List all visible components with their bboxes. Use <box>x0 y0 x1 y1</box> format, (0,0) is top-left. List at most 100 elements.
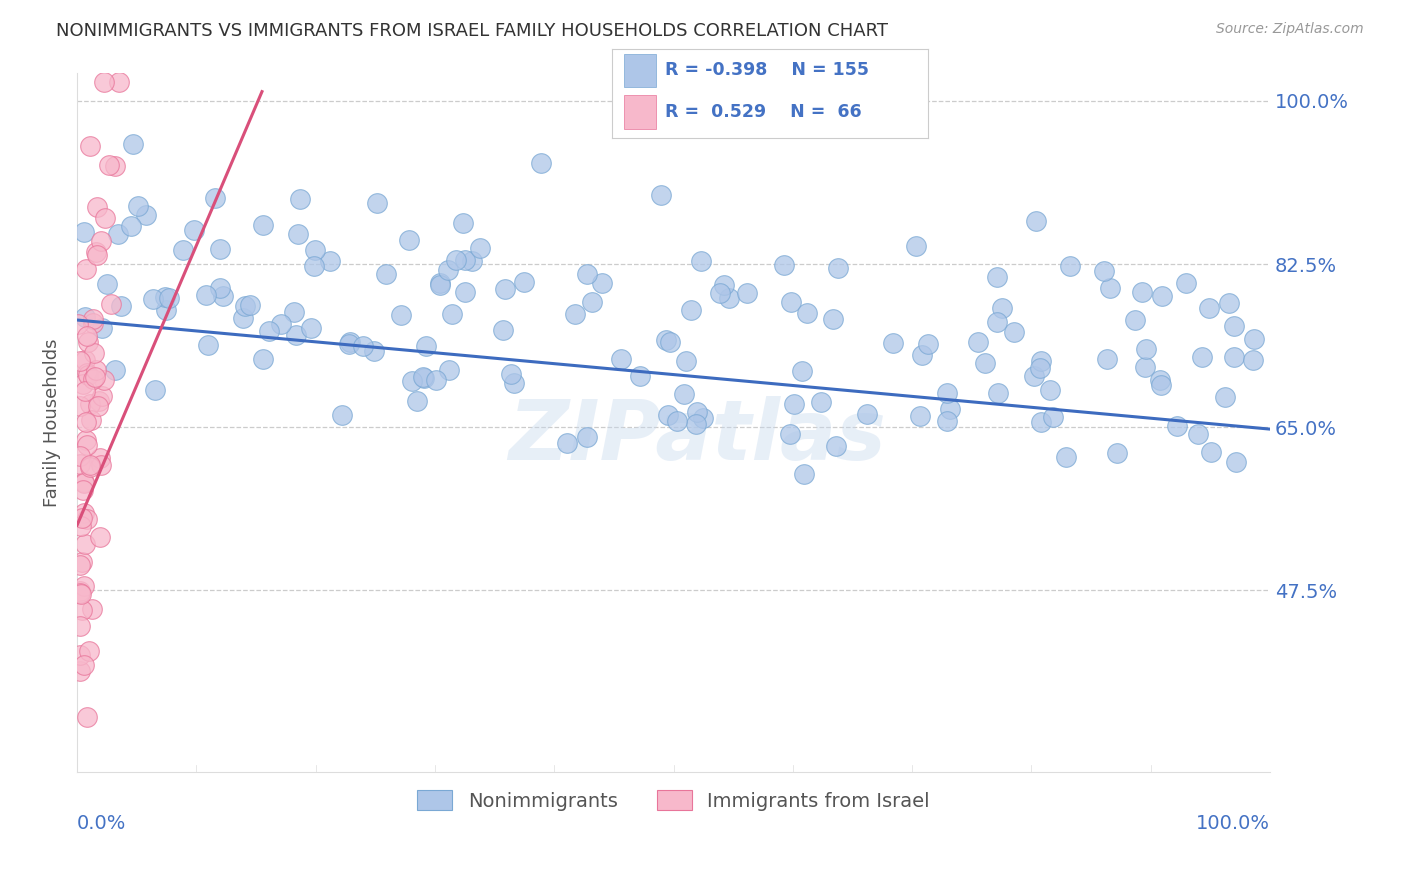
Point <box>107 227 129 242</box>
Point <box>686 405 709 419</box>
Point <box>270 317 292 331</box>
Point <box>1175 277 1198 291</box>
Point <box>1025 214 1047 228</box>
Point <box>82 317 104 331</box>
Point <box>72 377 94 392</box>
Point <box>82 602 104 616</box>
Point <box>128 198 150 212</box>
Point <box>135 208 157 222</box>
Point <box>103 363 125 377</box>
Point <box>1029 353 1052 368</box>
Point <box>302 259 325 273</box>
Point <box>90 234 112 248</box>
Point <box>352 339 374 353</box>
Point <box>72 476 94 491</box>
Point <box>69 399 91 413</box>
Point <box>208 281 231 295</box>
Point <box>564 307 586 321</box>
Point <box>1022 369 1045 384</box>
Point <box>1042 409 1064 424</box>
Point <box>665 414 688 428</box>
Point <box>259 324 281 338</box>
Point <box>1130 285 1153 300</box>
Point <box>1054 450 1077 464</box>
Point <box>69 457 91 471</box>
Text: R =  0.529    N =  66: R = 0.529 N = 66 <box>665 103 862 121</box>
Point <box>72 579 94 593</box>
Point <box>252 218 274 232</box>
Point <box>689 254 711 268</box>
Point <box>655 333 678 347</box>
Point <box>513 276 536 290</box>
Point <box>581 294 603 309</box>
Point <box>155 290 177 304</box>
Point <box>429 278 451 293</box>
Point <box>657 409 679 423</box>
Point <box>76 367 98 381</box>
Point <box>194 288 217 302</box>
Point <box>77 644 100 658</box>
Point <box>337 336 360 351</box>
Point <box>1225 455 1247 469</box>
Point <box>1099 281 1122 295</box>
Point <box>233 299 256 313</box>
Point <box>986 269 1008 284</box>
Point <box>366 196 388 211</box>
Point <box>82 312 104 326</box>
Point <box>735 285 758 300</box>
Point <box>232 311 254 326</box>
Point <box>679 302 702 317</box>
Point <box>779 427 801 442</box>
Point <box>1031 415 1053 429</box>
Point <box>73 225 96 239</box>
Point <box>288 192 311 206</box>
Point <box>75 262 97 277</box>
Point <box>120 219 142 233</box>
Point <box>1149 378 1171 392</box>
Point <box>83 346 105 360</box>
FancyBboxPatch shape <box>624 95 655 129</box>
Point <box>650 188 672 202</box>
Point <box>530 155 553 169</box>
Point <box>659 334 682 349</box>
Point <box>1002 325 1025 339</box>
Point <box>79 139 101 153</box>
Point <box>454 285 477 299</box>
Point <box>121 136 143 151</box>
Point <box>76 710 98 724</box>
Point <box>83 370 105 384</box>
Point <box>90 458 112 472</box>
Point <box>935 386 957 401</box>
Point <box>461 253 484 268</box>
Point <box>492 323 515 337</box>
Point <box>990 301 1012 315</box>
Point <box>389 308 412 322</box>
Point <box>287 227 309 242</box>
Point <box>1198 301 1220 315</box>
Point <box>69 648 91 662</box>
Text: Source: ZipAtlas.com: Source: ZipAtlas.com <box>1216 22 1364 37</box>
Point <box>76 512 98 526</box>
Point <box>429 277 451 291</box>
Point <box>575 430 598 444</box>
Point <box>412 370 434 384</box>
Point <box>172 243 194 257</box>
Point <box>252 352 274 367</box>
Point <box>1191 351 1213 365</box>
Point <box>70 511 93 525</box>
Point <box>1135 343 1157 357</box>
Point <box>1213 390 1236 404</box>
Point <box>93 75 115 89</box>
Point <box>1150 289 1173 303</box>
Point <box>796 306 818 320</box>
Point <box>82 372 104 386</box>
Point <box>576 267 599 281</box>
Point <box>425 373 447 387</box>
Point <box>718 291 741 305</box>
Point <box>87 399 110 413</box>
Point <box>79 458 101 473</box>
Y-axis label: Family Households: Family Households <box>44 338 60 507</box>
Point <box>75 310 97 325</box>
Point <box>415 339 437 353</box>
Point <box>75 415 97 429</box>
